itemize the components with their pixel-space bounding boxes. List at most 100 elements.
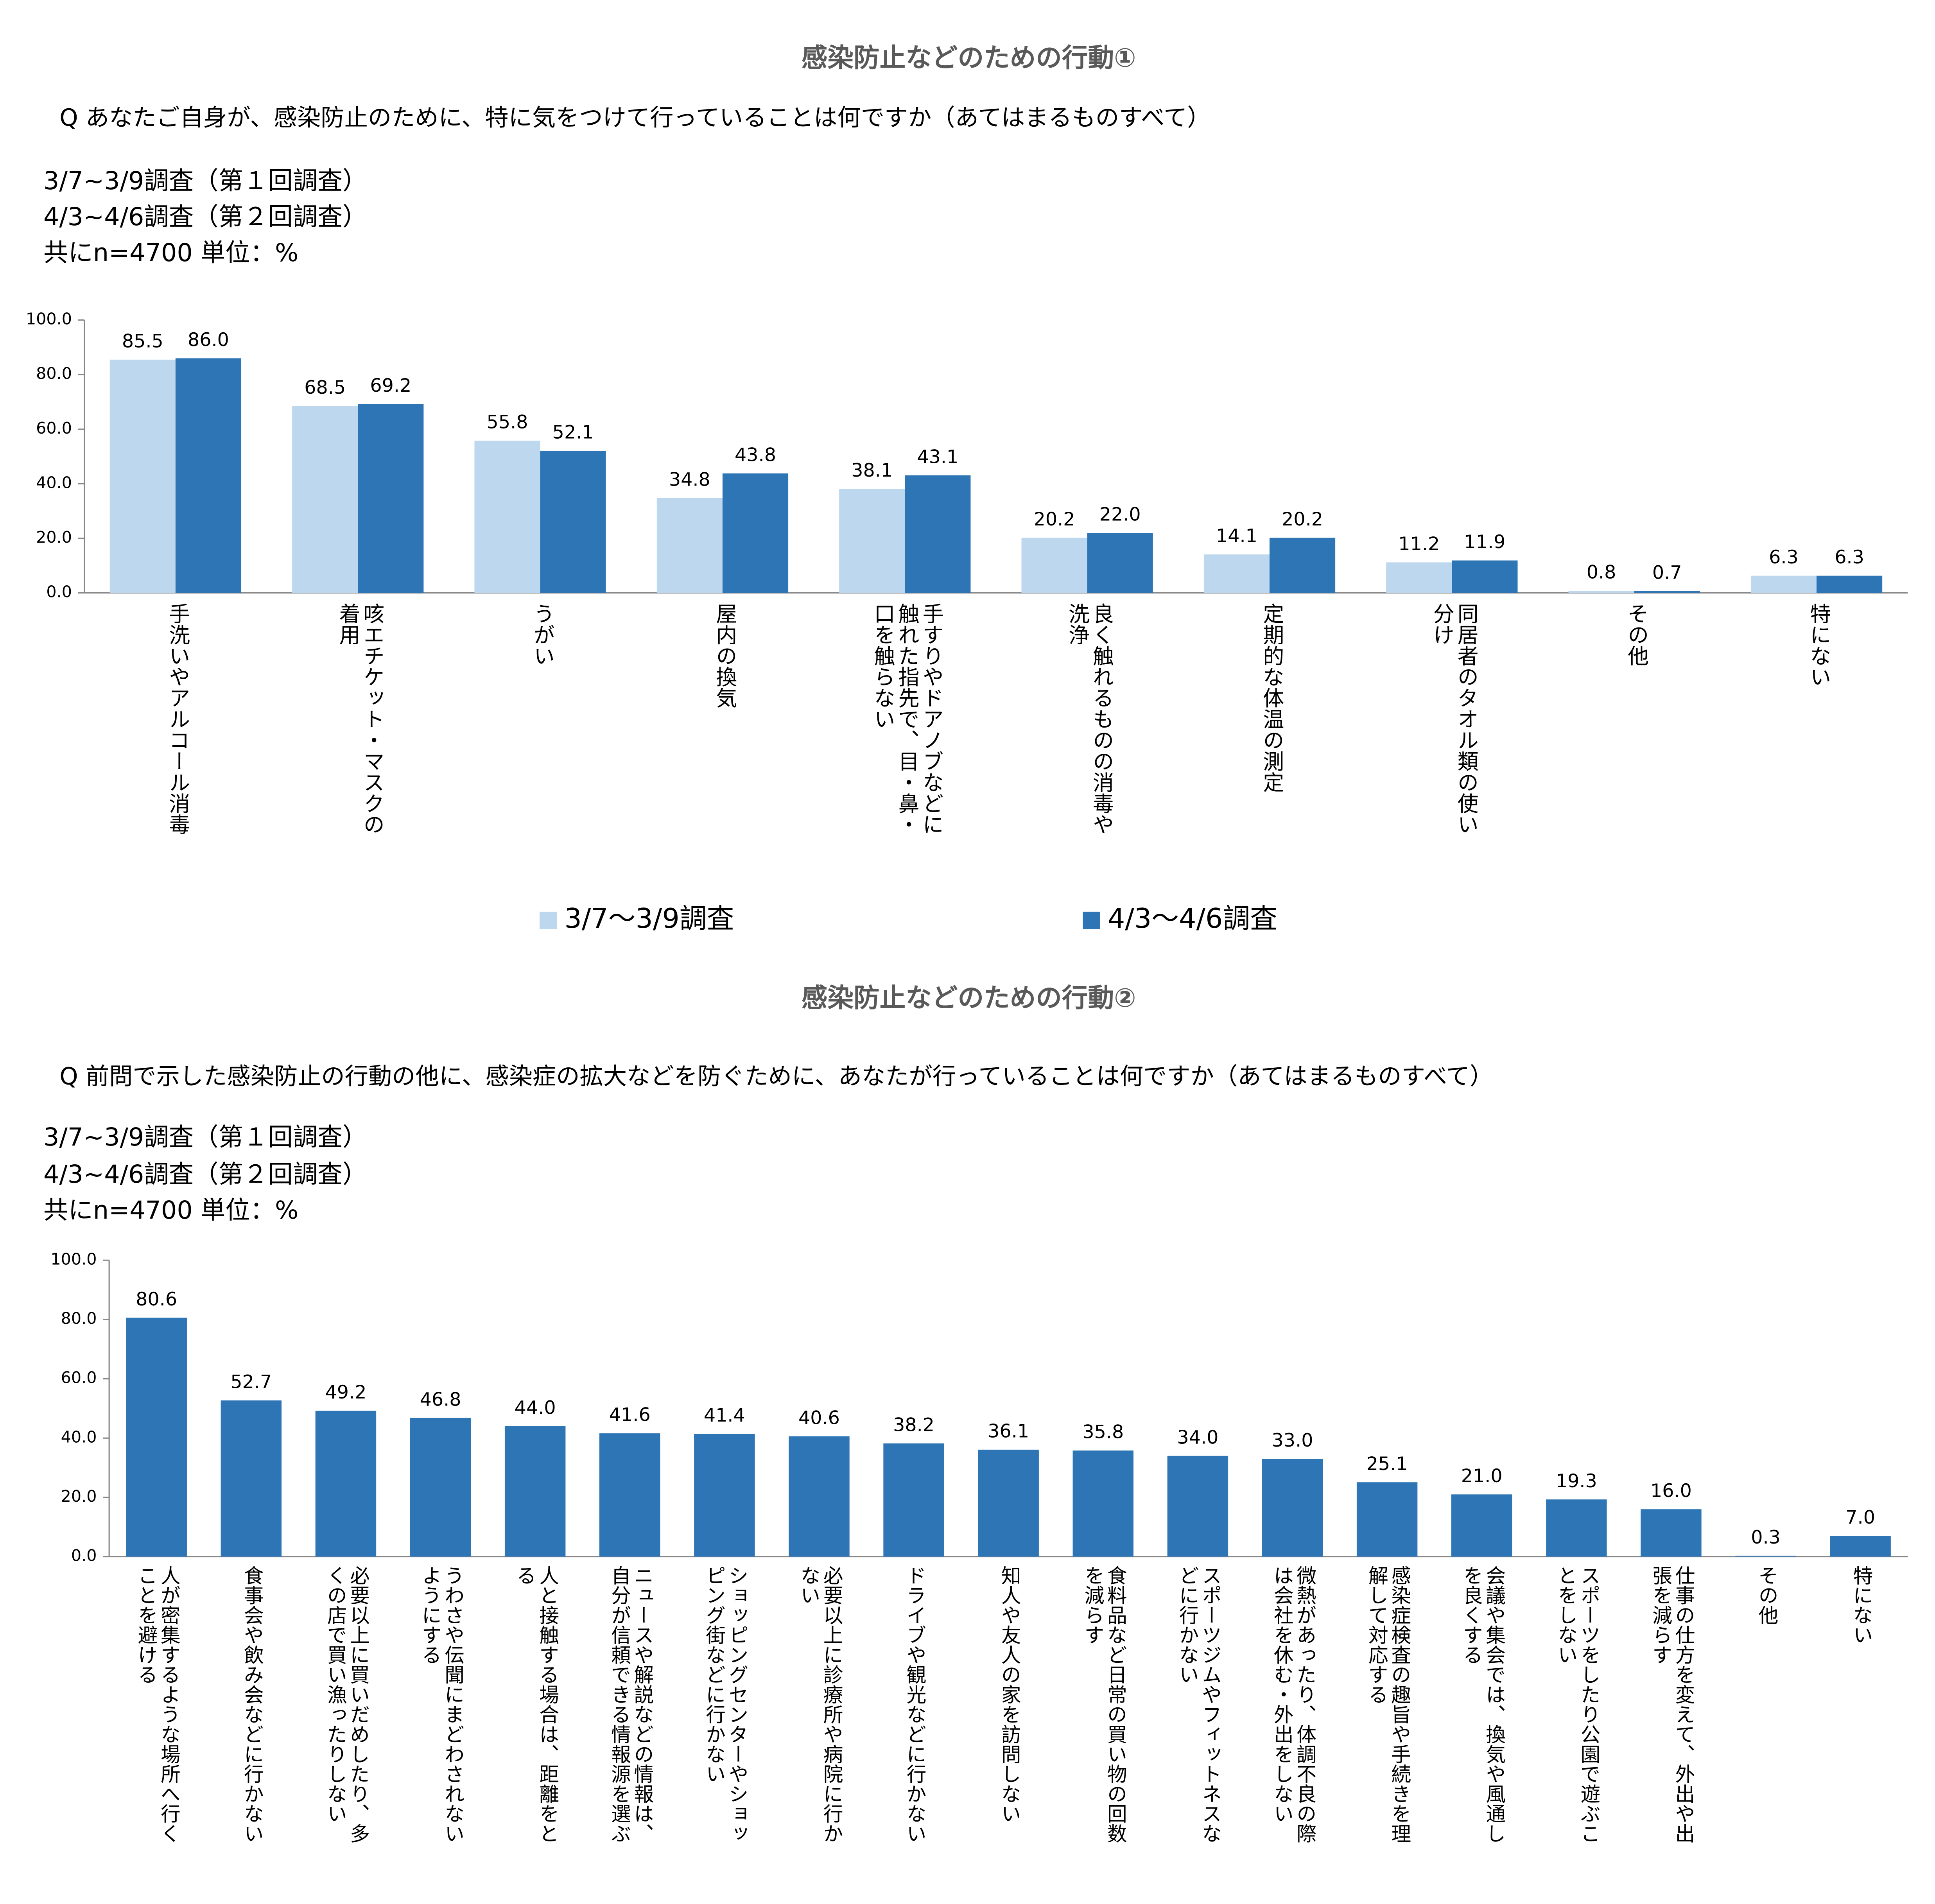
x-tick-label: 特にない bbox=[1849, 1565, 1873, 1645]
x-tick-label: 会議や集会では、換気や風通しを良くする bbox=[1459, 1565, 1506, 1843]
x-tick-label: 人と接触する場合は、距離をとる bbox=[513, 1565, 560, 1843]
x-label-box: 知人や友人の家を訪問しない bbox=[961, 1565, 1056, 1888]
x-label-box: うがい bbox=[529, 603, 553, 666]
x-tick-label: ドライブや観光などに行かない bbox=[903, 1565, 927, 1843]
x-label-wrap: 特にない bbox=[1813, 1565, 1908, 1888]
x-tick-label: 食料品など日常の買い物の回数を減らす bbox=[1081, 1565, 1127, 1843]
value-label: 11.2 bbox=[1398, 533, 1440, 555]
x-tick-label: 感染症検査の趣旨や手続きを理解して対応する bbox=[1365, 1565, 1411, 1843]
value-label: 52.1 bbox=[552, 422, 594, 443]
x-label-box: ニュースや解説などの情報は、自分が信頼できる情報源を選ぶ bbox=[583, 1565, 677, 1888]
bar bbox=[1750, 576, 1817, 593]
value-label: 46.8 bbox=[420, 1389, 461, 1410]
x-label-wrap: 定期的な体温の測定 bbox=[1178, 603, 1361, 900]
note: 4/3~4/6調査（第２回調査） bbox=[43, 1160, 367, 1189]
bar bbox=[1386, 562, 1452, 593]
value-label: 0.8 bbox=[1587, 562, 1616, 583]
x-label-box: 食事会や飲み会などに行かない bbox=[204, 1565, 298, 1888]
y-tick-label: 60.0 bbox=[61, 1368, 97, 1387]
y-tick-label: 80.0 bbox=[61, 1309, 97, 1328]
x-label-wrap: 知人や友人の家を訪問しない bbox=[961, 1565, 1056, 1888]
bar bbox=[175, 358, 242, 593]
x-label-wrap: 微熱があったり、体調不良の際は会社を休む・外出をしない bbox=[1245, 1565, 1340, 1888]
legend-label: 4/3～4/6調査 bbox=[1108, 903, 1277, 934]
x-tick-label: その他 bbox=[1755, 1565, 1779, 1625]
bar bbox=[1072, 1450, 1134, 1557]
bar bbox=[1546, 1499, 1607, 1557]
value-label: 86.0 bbox=[188, 329, 229, 351]
x-label-wrap: 会議や集会では、換気や風通しを良くする bbox=[1435, 1565, 1529, 1888]
bar bbox=[1203, 554, 1270, 593]
y-tick-label: 0.0 bbox=[46, 583, 72, 601]
value-label: 35.8 bbox=[1082, 1422, 1124, 1443]
value-label: 16.0 bbox=[1650, 1480, 1692, 1502]
x-label-wrap: 必要以上に買いだめしたり、多くの店で買い漁ったりしない bbox=[298, 1565, 393, 1888]
value-label: 69.2 bbox=[370, 375, 411, 396]
x-label-wrap: 特にない bbox=[1725, 603, 1908, 900]
x-label-wrap: 屋内の換気 bbox=[631, 603, 814, 900]
x-label-box: 定期的な体温の測定 bbox=[1178, 603, 1361, 900]
bar bbox=[504, 1426, 566, 1557]
x-label-wrap: 仕事の仕方を変えて、外出や出張を減らす bbox=[1624, 1565, 1718, 1888]
question: Q あなたご自身が、感染防止のために、特に気をつけて行っていることは何ですか（あ… bbox=[59, 104, 1210, 131]
x-tick-label: ニュースや解説などの情報は、自分が信頼できる情報源を選ぶ bbox=[607, 1565, 654, 1843]
value-label: 43.8 bbox=[735, 444, 776, 466]
value-label: 34.8 bbox=[669, 469, 710, 490]
bar bbox=[1817, 576, 1883, 593]
value-label: 14.1 bbox=[1216, 525, 1257, 547]
x-tick-label: 仕事の仕方を変えて、外出や出張を減らす bbox=[1648, 1565, 1695, 1843]
bar bbox=[839, 489, 905, 593]
value-label: 55.8 bbox=[487, 412, 528, 433]
note: 3/7~3/9調査（第１回調査） bbox=[43, 166, 367, 195]
x-label-box: うわさや伝聞にまどわされないようにする bbox=[418, 1565, 464, 1843]
bar bbox=[292, 406, 358, 593]
y-tick-label: 20.0 bbox=[61, 1487, 97, 1506]
value-label: 11.9 bbox=[1464, 531, 1505, 553]
note: 4/3~4/6調査（第２回調査） bbox=[43, 202, 367, 231]
x-label-box: 食料品など日常の買い物の回数を減らす bbox=[1056, 1565, 1150, 1888]
note: 3/7~3/9調査（第１回調査） bbox=[43, 1122, 367, 1151]
x-label-box: 仕事の仕方を変えて、外出や出張を減らす bbox=[1624, 1565, 1718, 1888]
x-label-box: 人と接触する場合は、距離をとる bbox=[513, 1565, 560, 1843]
x-label-box: その他 bbox=[1718, 1565, 1813, 1888]
x-label-box: 会議や集会では、換気や風通しを良くする bbox=[1435, 1565, 1529, 1888]
x-tick-label: 必要以上に診療所や病院に行かない bbox=[796, 1565, 843, 1843]
x-label-box: スポーツジムやフィットネスなどに行かない bbox=[1175, 1565, 1222, 1843]
x-tick-label: 手洗いやアルコール消毒 bbox=[164, 602, 189, 835]
x-label-wrap: ニュースや解説などの情報は、自分が信頼できる情報源を選ぶ bbox=[583, 1565, 677, 1888]
bar bbox=[694, 1434, 755, 1557]
x-tick-label: スポーツジムやフィットネスなどに行かない bbox=[1175, 1565, 1222, 1843]
note: 共にn=4700 単位：% bbox=[43, 238, 298, 267]
x-label-wrap: 人が密集するような場所へ行くことを避ける bbox=[109, 1565, 204, 1888]
bar bbox=[978, 1449, 1039, 1557]
x-tick-label: 同居者のタオル類の使い分け bbox=[1428, 602, 1478, 835]
x-tick-label: ショッピングセンターやショッピング街などに行かない bbox=[702, 1565, 749, 1843]
value-label: 38.1 bbox=[851, 460, 893, 481]
x-tick-label: 必要以上に買いだめしたり、多くの店で買い漁ったりしない bbox=[323, 1565, 370, 1843]
y-tick-label: 100.0 bbox=[50, 1250, 97, 1268]
bar bbox=[1641, 1509, 1702, 1557]
x-label-wrap: 食事会や飲み会などに行かない bbox=[204, 1565, 298, 1888]
question: Q 前問で示した感染防止の行動の他に、感染症の拡大などを防ぐために、あなたが行っ… bbox=[59, 1063, 1493, 1090]
bar bbox=[540, 450, 606, 593]
x-label-box: 手すりやドアノブなどに触れた指先で、目・鼻・口を触らない bbox=[869, 603, 942, 835]
value-label: 0.7 bbox=[1652, 562, 1682, 583]
y-tick-label: 20.0 bbox=[36, 528, 72, 547]
x-tick-label: スポーツをしたり公園で遊ぶことをしない bbox=[1554, 1565, 1601, 1843]
x-label-wrap: 食料品など日常の買い物の回数を減らす bbox=[1056, 1565, 1150, 1888]
bar bbox=[410, 1418, 471, 1557]
bar bbox=[1087, 533, 1153, 593]
x-label-wrap: その他 bbox=[1718, 1565, 1813, 1888]
bar bbox=[883, 1443, 944, 1557]
y-tick-label: 0.0 bbox=[71, 1546, 97, 1565]
bar bbox=[474, 441, 540, 593]
x-label-box: 人が密集するような場所へ行くことを避ける bbox=[109, 1565, 204, 1888]
x-label-box: 良く触れるものの消毒や洗浄 bbox=[1063, 603, 1112, 835]
x-label-wrap: 咳エチケット・マスクの着用 bbox=[267, 603, 449, 900]
bar bbox=[1021, 538, 1087, 593]
value-label: 34.0 bbox=[1177, 1427, 1218, 1448]
x-label-wrap: ショッピングセンターやショッピング街などに行かない bbox=[677, 1565, 772, 1888]
bar bbox=[221, 1400, 282, 1557]
y-tick-label: 40.0 bbox=[61, 1427, 97, 1446]
